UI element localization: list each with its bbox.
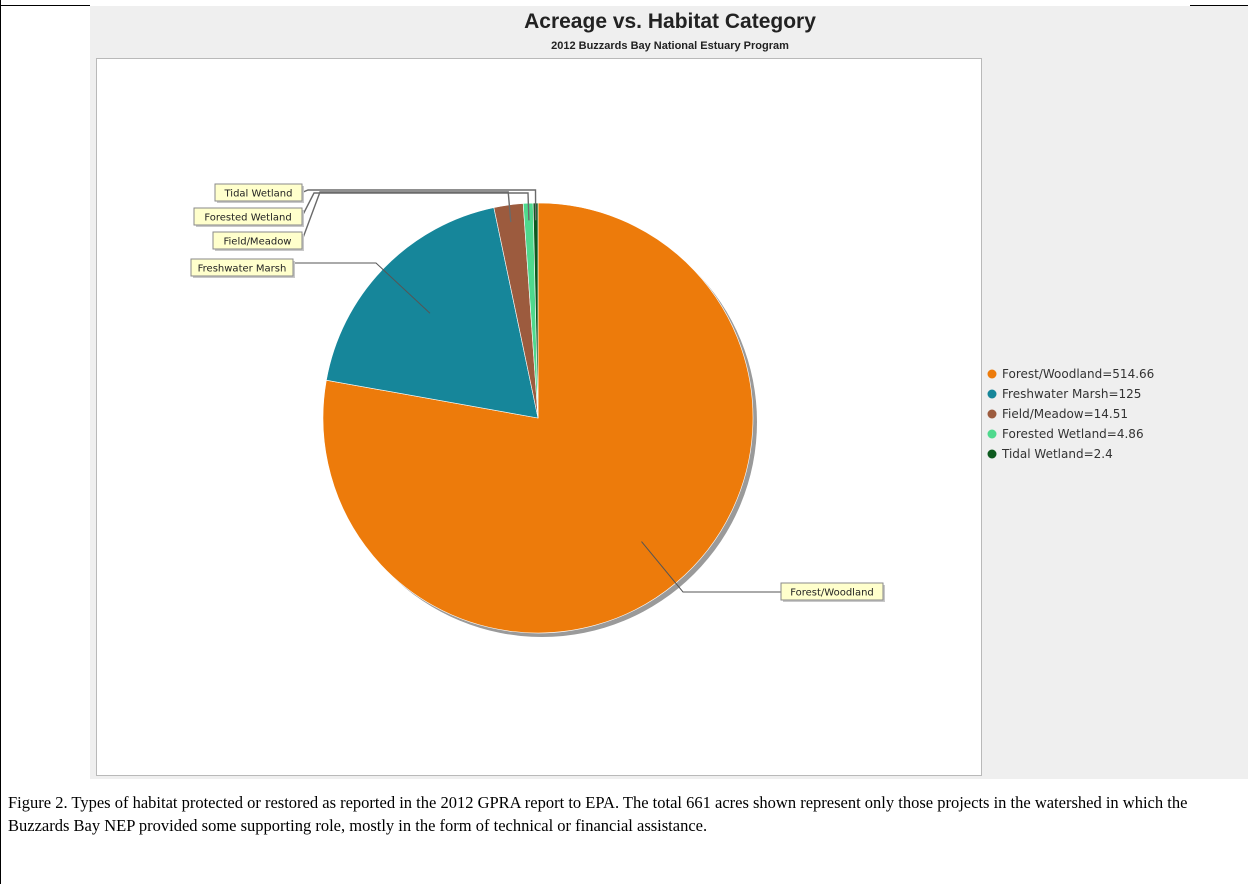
slice-label-forest-woodland: Forest/Woodland [790,588,874,599]
slice-label-box-field-meadow [212,231,303,250]
leader-line-forested-wetland [301,192,530,221]
legend-marker-forest-woodland [987,369,997,379]
slice-label-tidal-wetland: Tidal Wetland [224,189,293,200]
chart-title: Acreage vs. Habitat Category [524,10,816,33]
leader-line-field-meadow [301,191,512,241]
chart-subtitle: 2012 Buzzards Bay National Estuary Progr… [551,40,789,52]
slice-label-field-meadow: Field/Meadow [223,237,291,248]
legend-entry-forested-wetland: Forested Wetland=4.86 [1002,427,1144,441]
legend-entry-field-meadow: Field/Meadow=14.51 [1002,407,1128,421]
slice-label-box-freshwater-marsh [190,258,294,277]
slice-label-box-forest-woodland [780,582,884,601]
slice-label-box-forested-wetland [193,207,303,226]
slice-label-box-tidal-wetland [214,183,303,202]
legend-marker-freshwater-marsh [987,389,997,399]
leader-line-tidal-wetland [301,189,537,221]
pie-slice-freshwater-marsh [325,207,539,419]
legend-entry-forest-woodland: Forest/Woodland=514.66 [1002,367,1154,381]
legend-entry-tidal-wetland: Tidal Wetland=2.4 [1001,447,1113,461]
leader-line-freshwater-marsh [293,262,431,314]
leader-line-forest-woodland [641,541,781,593]
slice-label-freshwater-marsh: Freshwater Marsh [198,264,287,275]
legend-marker-field-meadow [987,409,997,419]
legend-marker-forested-wetland [987,429,997,439]
slice-label-forested-wetland: Forested Wetland [204,213,291,224]
legend-entry-freshwater-marsh: Freshwater Marsh=125 [1002,387,1141,401]
legend-marker-tidal-wetland [987,449,997,459]
figure-caption: Figure 2. Types of habitat protected or … [8,793,1188,835]
